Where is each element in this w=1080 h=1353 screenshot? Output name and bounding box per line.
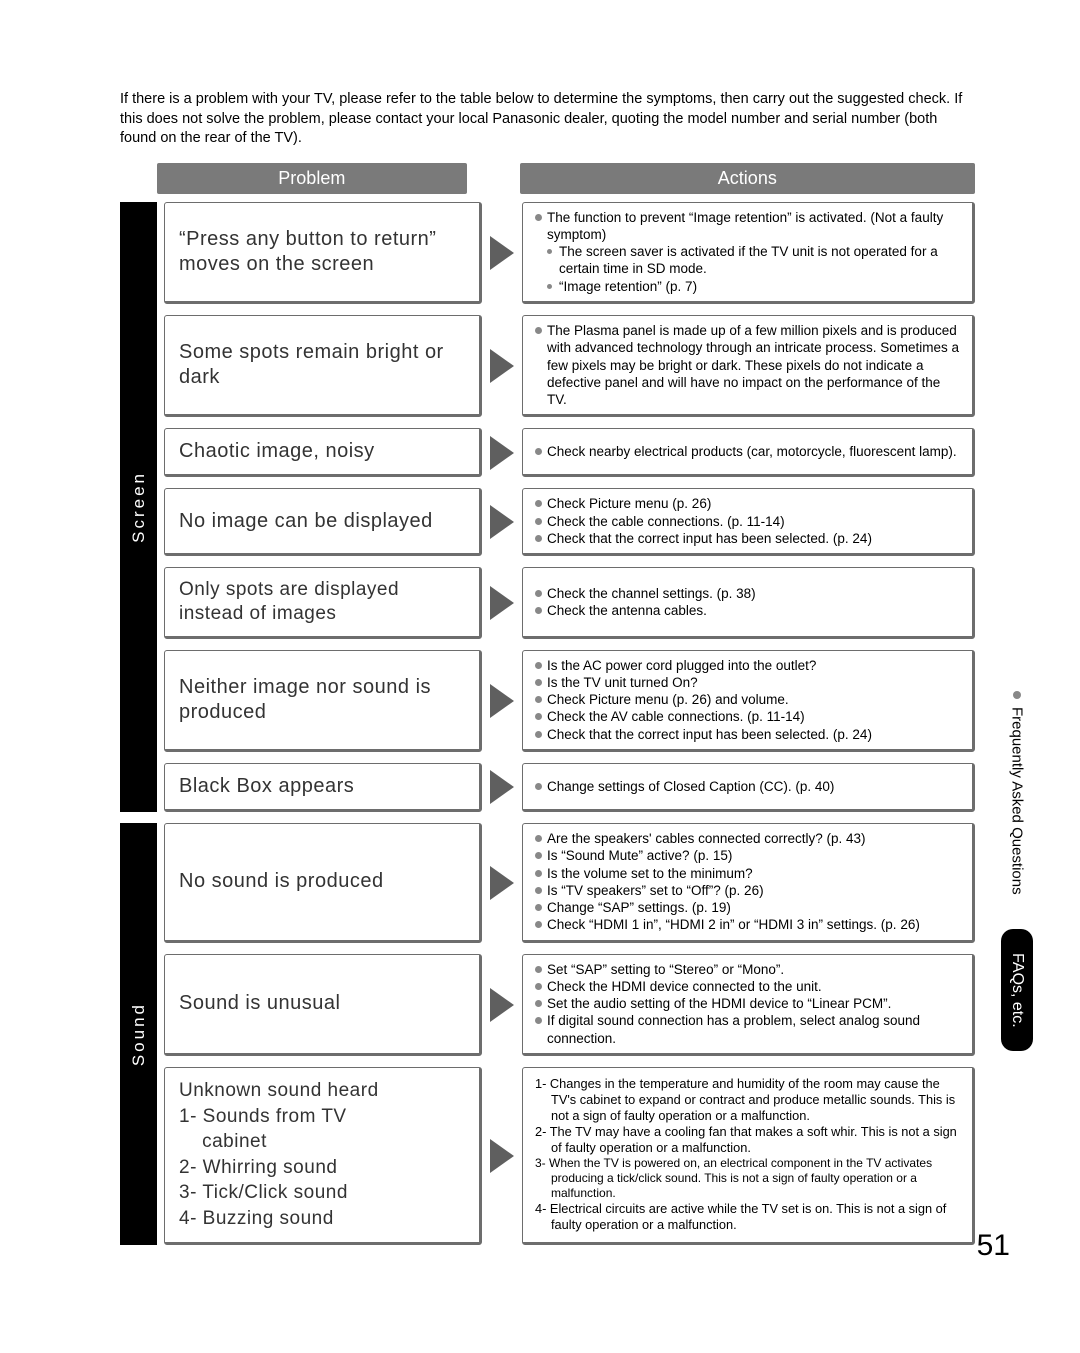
arrow-icon (482, 567, 522, 639)
action-cell: The Plasma panel is made up of a few mil… (522, 315, 975, 417)
problem-cell: Neither image nor sound is produced (164, 650, 482, 752)
table-row: Sound is unusual Set “SAP” setting to “St… (157, 954, 975, 1056)
action-cell: Are the speakers' cables connected corre… (522, 823, 975, 943)
problem-cell: Only spots are displayed instead of imag… (164, 567, 482, 639)
table-row: Unknown sound heard1- Sounds from TV cab… (157, 1067, 975, 1245)
arrow-icon (482, 954, 522, 1056)
column-headers: Problem Actions (120, 163, 975, 194)
table-row: No image can be displayed Check Picture m… (157, 488, 975, 556)
table-row: Neither image nor sound is produced Is th… (157, 650, 975, 752)
action-cell: Change settings of Closed Caption (CC). … (522, 763, 975, 812)
intro-text: If there is a problem with your TV, plea… (120, 90, 975, 149)
section-screen: Screen“Press any button to return” moves… (120, 202, 975, 812)
arrow-icon (482, 202, 522, 304)
problem-cell: No sound is produced (164, 823, 482, 943)
table-row: “Press any button to return” moves on th… (157, 202, 975, 304)
tab-faqs-etc: FAQs, etc. (1001, 929, 1033, 1052)
problem-cell: Sound is unusual (164, 954, 482, 1056)
action-cell: Check the channel settings. (p. 38)Check… (522, 567, 975, 639)
right-side-tabs: Frequently Asked Questions FAQs, etc. (1001, 673, 1033, 1051)
table-row: Some spots remain bright or dark The Plas… (157, 315, 975, 417)
arrow-icon (482, 428, 522, 477)
action-cell: The function to prevent “Image retention… (522, 202, 975, 304)
table-row: Black Box appears Change settings of Clos… (157, 763, 975, 812)
action-cell: Set “SAP” setting to “Stereo” or “Mono”.… (522, 954, 975, 1056)
troubleshooting-table: Screen“Press any button to return” moves… (120, 202, 975, 1245)
arrow-icon (482, 488, 522, 556)
tab-frequently-asked: Frequently Asked Questions (1004, 673, 1031, 913)
header-actions: Actions (520, 163, 975, 194)
header-problem: Problem (157, 163, 467, 194)
table-row: No sound is produced Are the speakers' ca… (157, 823, 975, 943)
action-cell: Check nearby electrical products (car, m… (522, 428, 975, 477)
table-row: Only spots are displayed instead of imag… (157, 567, 975, 639)
arrow-icon (482, 823, 522, 943)
sidebar-label-sound: Sound (120, 823, 157, 1245)
problem-cell: “Press any button to return” moves on th… (164, 202, 482, 304)
sidebar-label-screen: Screen (120, 202, 157, 812)
bullet-icon (1013, 691, 1021, 699)
problem-cell: Unknown sound heard1- Sounds from TV cab… (164, 1067, 482, 1245)
problem-cell: No image can be displayed (164, 488, 482, 556)
arrow-icon (482, 1067, 522, 1245)
action-cell: Is the AC power cord plugged into the ou… (522, 650, 975, 752)
arrow-icon (482, 763, 522, 812)
page-number: 51 (977, 1229, 1010, 1263)
table-row: Chaotic image, noisy Check nearby electri… (157, 428, 975, 477)
problem-cell: Chaotic image, noisy (164, 428, 482, 477)
arrow-icon (482, 650, 522, 752)
action-cell: Check Picture menu (p. 26)Check the cabl… (522, 488, 975, 556)
action-cell: 1- Changes in the temperature and humidi… (522, 1067, 975, 1245)
arrow-icon (482, 315, 522, 417)
problem-cell: Black Box appears (164, 763, 482, 812)
problem-cell: Some spots remain bright or dark (164, 315, 482, 417)
section-sound: SoundNo sound is produced Are the speaker… (120, 823, 975, 1245)
